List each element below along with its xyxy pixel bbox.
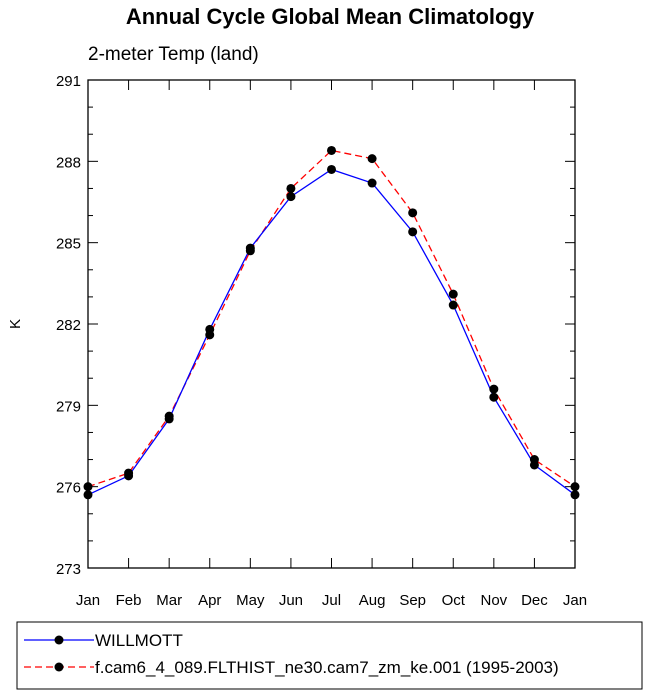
x-tick-label: Jul bbox=[322, 592, 341, 609]
series-1-point bbox=[489, 384, 499, 394]
x-tick-label: Sep bbox=[399, 592, 426, 609]
series-0-point bbox=[529, 460, 539, 470]
x-tick-label: Aug bbox=[359, 592, 386, 609]
y-tick-label: 291 bbox=[56, 73, 81, 90]
legend-marker-willmott bbox=[54, 635, 64, 645]
series-1-point bbox=[327, 145, 336, 155]
chart-subtitle: 2-meter Temp (land) bbox=[88, 44, 259, 65]
legend-label-model: f.cam6_4_089.FLTHIST_ne30.cam7_zm_ke.001… bbox=[95, 658, 559, 677]
x-tick-label: Jan bbox=[563, 592, 587, 609]
series-0-point bbox=[205, 324, 215, 334]
x-tick-label: Oct bbox=[442, 592, 466, 609]
y-tick-label: 288 bbox=[56, 154, 81, 171]
y-tick-label: 276 bbox=[56, 480, 81, 497]
series-1-point bbox=[408, 208, 418, 218]
series-0-point bbox=[448, 300, 458, 310]
legend-marker-model bbox=[54, 662, 64, 672]
x-tick-label: Jun bbox=[279, 592, 303, 609]
x-tick-label: Jan bbox=[76, 592, 100, 609]
x-tick-label: May bbox=[236, 592, 265, 609]
plot-frame bbox=[87, 79, 576, 569]
series-line-0 bbox=[87, 168, 576, 496]
y-tick-label: 282 bbox=[56, 317, 81, 334]
x-tick-label: Apr bbox=[198, 592, 221, 609]
x-tick-label: Mar bbox=[156, 592, 182, 609]
y-tick-label: 273 bbox=[56, 561, 81, 578]
y-tick-label: 279 bbox=[56, 398, 81, 415]
series-0-point bbox=[327, 164, 336, 174]
series-1-point bbox=[286, 183, 296, 193]
series-1-point bbox=[367, 154, 377, 164]
x-tick-label: Nov bbox=[480, 592, 507, 609]
y-tick-label: 285 bbox=[56, 236, 81, 253]
y-tick-labels: 273 276 279 282 285 288 291 bbox=[56, 73, 81, 578]
series-1-point bbox=[448, 289, 458, 299]
legend-box bbox=[16, 621, 643, 690]
series-0-point bbox=[164, 414, 174, 424]
legend: WILLMOTT f.cam6_4_089.FLTHIST_ne30.cam7_… bbox=[16, 621, 643, 690]
series-0-point bbox=[286, 192, 296, 202]
series-0-point bbox=[245, 243, 255, 253]
series-line-1 bbox=[87, 149, 576, 488]
series-0-point bbox=[124, 471, 134, 481]
series-0-point bbox=[408, 227, 418, 237]
x-tick-labels: Jan Feb Mar Apr May Jun Jul Aug Sep Oct … bbox=[76, 592, 587, 609]
chart-title: Annual Cycle Global Mean Climatology bbox=[126, 4, 535, 29]
series-layer bbox=[83, 145, 580, 500]
series-0-point bbox=[367, 178, 377, 188]
legend-label-willmott: WILLMOTT bbox=[95, 631, 183, 650]
y-axis-label: K bbox=[7, 319, 24, 329]
series-0-point bbox=[489, 392, 499, 402]
x-tick-label: Dec bbox=[521, 592, 548, 609]
x-tick-label: Feb bbox=[116, 592, 142, 609]
